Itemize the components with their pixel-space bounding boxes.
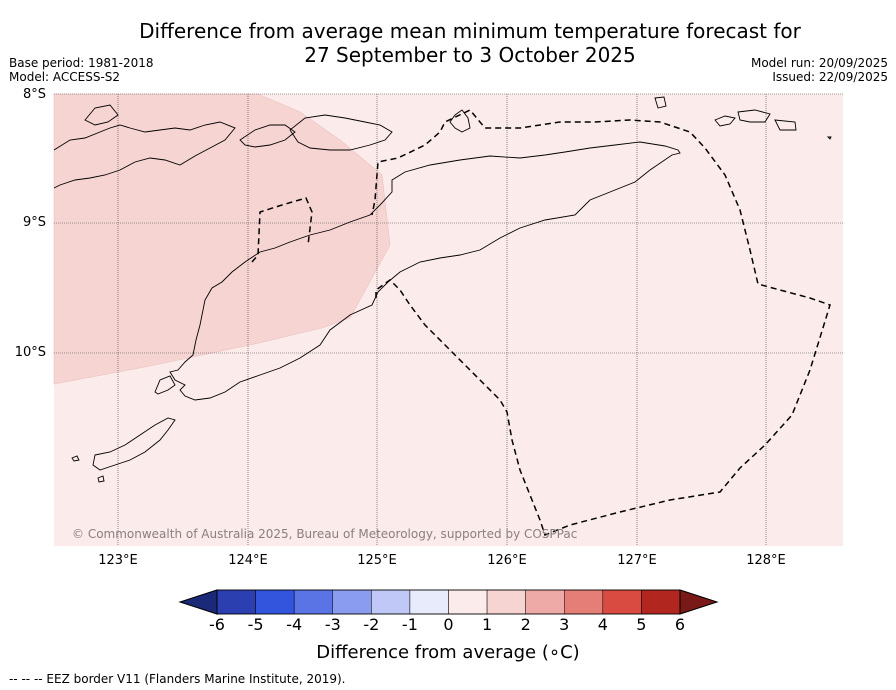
- title-line-1: Difference from average mean minimum tem…: [139, 19, 801, 43]
- islet-1: [97, 475, 105, 483]
- pantar-island: [239, 124, 296, 148]
- lon-label-123e: 123°E: [98, 553, 138, 568]
- colorbar-outline: [216, 589, 681, 615]
- coastlines: [53, 96, 832, 483]
- alor-island: [289, 114, 393, 151]
- anomaly-region-warm: [53, 93, 391, 385]
- model-run: Model run: 20/09/2025: [750, 56, 888, 70]
- colorbar-extend-low: [178, 589, 218, 615]
- title-line-2: 27 September to 3 October 2025: [304, 43, 636, 67]
- lat-label-10s: 10°S: [14, 345, 46, 360]
- colorbar-segment: [525, 589, 565, 615]
- colorbar-segment: [486, 589, 526, 615]
- colorbar-tick: 6: [674, 615, 686, 634]
- lon-label-127e: 127°E: [617, 553, 657, 568]
- colorbar-tick: -6: [209, 615, 225, 634]
- colorbar-extend-high: [679, 589, 719, 615]
- lon-label-126e: 126°E: [487, 553, 527, 568]
- model-name: Model: ACCESS-S2: [9, 70, 121, 84]
- meta-left: Base period: 1981-2018 Model: ACCESS-S2: [9, 56, 154, 84]
- colorbar-tick: 4: [597, 615, 608, 634]
- meta-right: Model run: 20/09/2025 Issued: 22/09/2025: [751, 56, 888, 84]
- colorbar: [178, 589, 719, 615]
- colorbar-tick: -5: [247, 615, 264, 634]
- colorbar-segment: [641, 589, 681, 615]
- lon-label-125e: 125°E: [357, 553, 397, 568]
- colorbar-tick: -3: [324, 615, 341, 634]
- lat-label-8s: 8°S: [22, 87, 46, 102]
- gridlines: [54, 93, 843, 546]
- flores-north: [84, 104, 119, 126]
- copyright-notice: © Commonwealth of Australia 2025, Bureau…: [72, 527, 578, 541]
- eez-oecusse: [251, 197, 313, 263]
- wetar-east-2: [714, 115, 736, 127]
- wetar-east-3: [737, 109, 771, 123]
- colorbar-segment: [602, 589, 642, 615]
- colorbar-tick: -2: [363, 615, 380, 634]
- wetar-east-4: [774, 119, 797, 131]
- flores-alor-coast: [53, 121, 236, 189]
- colorbar-tick: 5: [636, 615, 647, 634]
- colorbar-segment: [293, 589, 333, 615]
- chart-title: Difference from average mean minimum tem…: [120, 19, 820, 67]
- colorbar-segment: [216, 589, 256, 615]
- eez-borders: [251, 109, 831, 536]
- colorbar-segment: [332, 589, 372, 615]
- colorbar-tick: 0: [443, 615, 454, 634]
- base-period: Base period: 1981-2018: [9, 56, 154, 70]
- eez-timor-leste: [371, 109, 831, 536]
- timor-island: [169, 141, 681, 401]
- colorbar-segment: [409, 589, 449, 615]
- colorbar-segment: [448, 589, 488, 615]
- atauro-island: [449, 109, 471, 133]
- footnote: -- -- -- EEZ border V11 (Flanders Marine…: [9, 672, 346, 686]
- islet-3: [826, 136, 832, 140]
- lat-label-9s: 9°S: [22, 215, 46, 230]
- colorbar-segment: [255, 589, 295, 615]
- lon-label-124e: 124°E: [228, 553, 268, 568]
- colorbar-tick: -4: [286, 615, 303, 634]
- colorbar-segment: [371, 589, 411, 615]
- wetar-east-1: [654, 96, 667, 109]
- sawu-island: [92, 417, 176, 471]
- colorbar-tick: -1: [401, 615, 418, 634]
- colorbar-title: Difference from average (∘C): [316, 642, 580, 663]
- islet-2: [71, 455, 80, 462]
- colorbar-segment: [564, 589, 604, 615]
- colorbar-tick: 2: [520, 615, 531, 634]
- colorbar-tick: 3: [559, 615, 570, 634]
- roti-island: [154, 375, 176, 395]
- lon-label-128e: 128°E: [746, 553, 786, 568]
- issued-date: Issued: 22/09/2025: [772, 70, 888, 84]
- colorbar-tick: 1: [482, 615, 493, 634]
